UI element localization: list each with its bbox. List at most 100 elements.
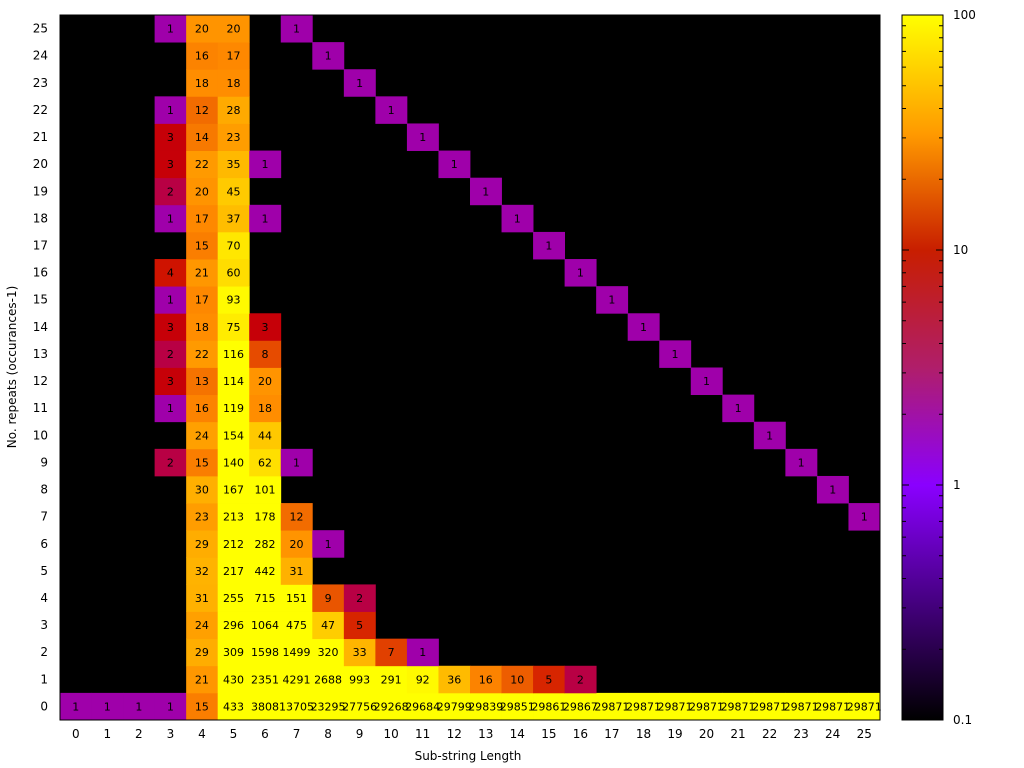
heatmap-cell-label: 17 [195, 294, 209, 307]
heatmap-cell-label: 217 [223, 565, 244, 578]
heatmap-cell [186, 475, 219, 504]
heatmap-cell [217, 475, 250, 504]
heatmap-cell-label: 93 [226, 294, 240, 307]
x-tick-label: 9 [356, 727, 364, 741]
heatmap-cell [154, 177, 187, 206]
y-tick-label: 24 [33, 49, 48, 63]
heatmap-cell-label: 442 [255, 565, 276, 578]
heatmap-cell-label: 20 [226, 23, 240, 36]
y-tick-label: 1 [40, 672, 48, 686]
heatmap-cell-label: 33 [353, 646, 367, 659]
heatmap-cell-label: 1064 [251, 619, 279, 632]
x-tick-label: 16 [573, 727, 588, 741]
heatmap-cell-label: 15 [195, 700, 209, 713]
heatmap-cell-label: 213 [223, 511, 244, 524]
y-tick-label: 6 [40, 537, 48, 551]
heatmap-cell [533, 692, 566, 721]
heatmap-cell-label: 47 [321, 619, 335, 632]
colorbar-ticks: 0.1 1 10 100 [902, 8, 976, 727]
heatmap-cell [375, 96, 408, 124]
heatmap-cell-label: 296 [223, 619, 244, 632]
heatmap-cell-label: 75 [226, 321, 240, 334]
heatmap-cell [217, 286, 250, 314]
heatmap-cell [217, 15, 250, 43]
heatmap-cell [186, 286, 219, 314]
heatmap-cell [249, 421, 282, 450]
heatmap-cell [186, 123, 219, 151]
heatmap-cell [249, 475, 282, 504]
heatmap-cell [217, 557, 250, 585]
x-tick-label: 19 [667, 727, 682, 741]
heatmap-cell [753, 421, 786, 450]
heatmap-cell [60, 692, 92, 721]
heatmap-cell [186, 611, 219, 640]
heatmap-cell [249, 204, 282, 233]
heatmap-cell-label: 116 [223, 348, 244, 361]
heatmap-cell-label: 140 [223, 456, 244, 469]
heatmap-cell-label: 320 [318, 646, 339, 659]
heatmap-cell-labels: 1 1 1 1 15 433 3808 137052329527756292682968429… [72, 23, 881, 714]
heatmap-cell-label: 22 [195, 158, 209, 171]
heatmap-cell-label: 9 [325, 592, 332, 605]
heatmap-cell [343, 69, 376, 97]
heatmap-cell-label: 119 [223, 402, 244, 415]
heatmap-cell-label: 29871 [689, 700, 724, 713]
heatmap-cell [280, 584, 313, 612]
x-tick-label: 14 [510, 727, 525, 741]
heatmap-cell-label: 16 [195, 402, 209, 415]
heatmap-cell-label: 29871 [847, 700, 882, 713]
heatmap-cell-label: 10 [510, 673, 524, 686]
heatmap-cell-label: 24 [195, 429, 209, 442]
heatmap-cell [186, 150, 219, 179]
heatmap-cell [154, 340, 187, 368]
y-tick-label: 19 [33, 184, 48, 198]
heatmap-cell-label: 37 [226, 212, 240, 225]
x-tick-label: 15 [541, 727, 556, 741]
heatmap-cell-label: 1598 [251, 646, 279, 659]
y-tick-label: 17 [33, 238, 48, 252]
heatmap-cell [186, 96, 219, 124]
heatmap-cell-label: 1 [640, 321, 647, 334]
heatmap-cell-label: 60 [226, 267, 240, 280]
y-tick-label: 2 [40, 645, 48, 659]
heatmap-cell [816, 692, 849, 721]
heatmap-cell [249, 340, 282, 368]
heatmap-cell [375, 665, 408, 694]
heatmap-cell-label: 1 [167, 402, 174, 415]
heatmap-cell [186, 367, 219, 396]
heatmap-cell-label: 1 [167, 700, 174, 713]
heatmap-cell-label: 16 [195, 50, 209, 63]
heatmap-cell-label: 29861 [531, 700, 566, 713]
heatmap-cell-label: 35 [226, 158, 240, 171]
heatmap-cell-label: 1 [798, 456, 805, 469]
heatmap-cell-label: 1 [167, 23, 174, 36]
heatmap-cell-label: 24 [195, 619, 209, 632]
y-tick-label: 20 [33, 157, 48, 171]
heatmap-cell-label: 1 [325, 50, 332, 63]
heatmap-cell [312, 611, 345, 640]
heatmap-cell-label: 1 [167, 294, 174, 307]
heatmap-cell-label: 17 [226, 50, 240, 63]
heatmap-cell-label: 2 [577, 673, 584, 686]
heatmap-cell-label: 5 [356, 619, 363, 632]
heatmap-cell-label: 18 [195, 321, 209, 334]
heatmap-cell-label: 433 [223, 700, 244, 713]
heatmap-cell-label: 1 [735, 402, 742, 415]
heatmap-cell-label: 1 [293, 23, 300, 36]
heatmap-cell-label: 44 [258, 429, 272, 442]
y-tick-label: 8 [40, 483, 48, 497]
heatmap-cell [91, 692, 124, 721]
heatmap-cell [217, 638, 250, 667]
heatmap-cell [154, 204, 187, 233]
heatmap-cell [186, 313, 219, 341]
heatmap-cell [249, 530, 282, 558]
heatmap-cell-label: 21 [195, 673, 209, 686]
heatmap-cell-label: 1 [167, 104, 174, 117]
heatmap-cell [217, 340, 250, 368]
heatmap-cell [217, 69, 250, 97]
heatmap-cell [280, 15, 313, 43]
heatmap-cell [217, 367, 250, 396]
heatmap-cell [217, 231, 250, 260]
heatmap-cell [217, 611, 250, 640]
heatmap-cell-label: 23 [195, 511, 209, 524]
